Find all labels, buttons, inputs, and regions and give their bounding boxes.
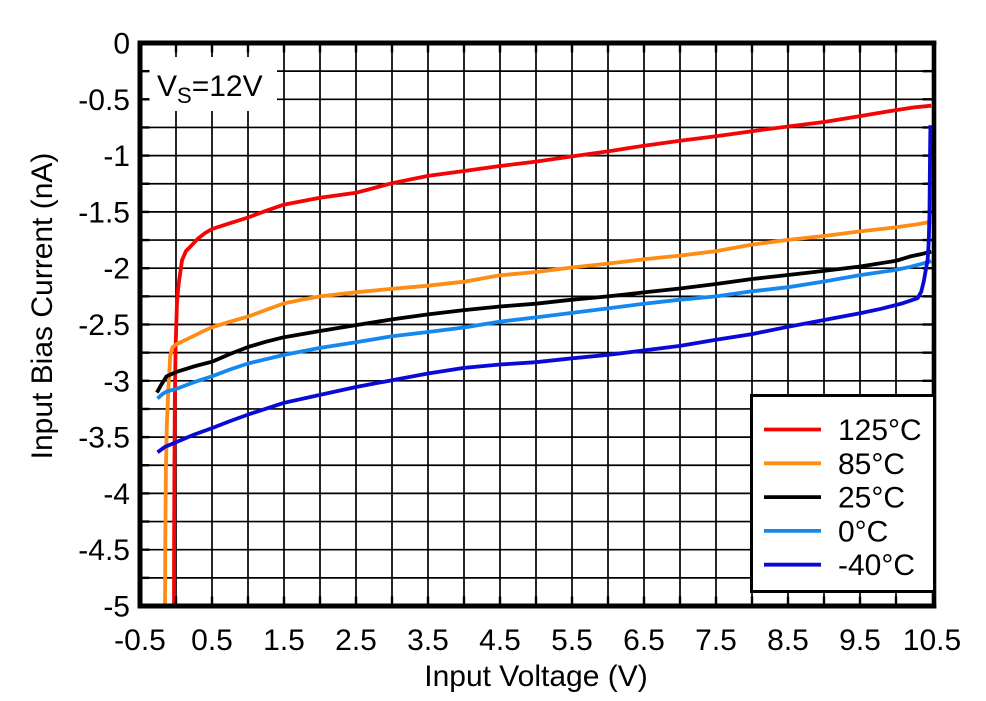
svg-text:0°C: 0°C [838, 515, 888, 548]
svg-text:2.5: 2.5 [335, 624, 377, 657]
svg-text:1.5: 1.5 [263, 624, 305, 657]
svg-text:-3.5: -3.5 [78, 422, 130, 455]
svg-text:VS=12V: VS=12V [157, 70, 263, 108]
svg-text:-4.5: -4.5 [78, 534, 130, 567]
svg-text:-0.5: -0.5 [78, 84, 130, 117]
svg-text:-1.5: -1.5 [78, 196, 130, 229]
svg-text:25°C: 25°C [838, 482, 905, 515]
svg-text:-0.5: -0.5 [114, 624, 166, 657]
svg-text:85°C: 85°C [838, 448, 905, 481]
svg-text:125°C: 125°C [838, 414, 922, 447]
svg-text:-40°C: -40°C [838, 549, 915, 582]
svg-text:-5: -5 [103, 591, 130, 624]
svg-text:4.5: 4.5 [479, 624, 521, 657]
svg-text:-2.5: -2.5 [78, 309, 130, 342]
svg-text:-3: -3 [103, 365, 130, 398]
svg-text:Input Bias Current (nA): Input Bias Current (nA) [26, 153, 59, 460]
svg-text:3.5: 3.5 [407, 624, 449, 657]
svg-text:5.5: 5.5 [551, 624, 593, 657]
svg-text:0.5: 0.5 [191, 624, 233, 657]
svg-text:7.5: 7.5 [695, 624, 737, 657]
svg-text:6.5: 6.5 [623, 624, 665, 657]
svg-text:10.5: 10.5 [903, 624, 961, 657]
svg-text:-1: -1 [103, 140, 130, 173]
svg-text:8.5: 8.5 [767, 624, 809, 657]
svg-text:-4: -4 [103, 478, 130, 511]
svg-text:-2: -2 [103, 253, 130, 286]
svg-text:9.5: 9.5 [839, 624, 881, 657]
svg-text:Input Voltage (V): Input Voltage (V) [424, 660, 647, 693]
svg-text:0: 0 [113, 28, 130, 61]
